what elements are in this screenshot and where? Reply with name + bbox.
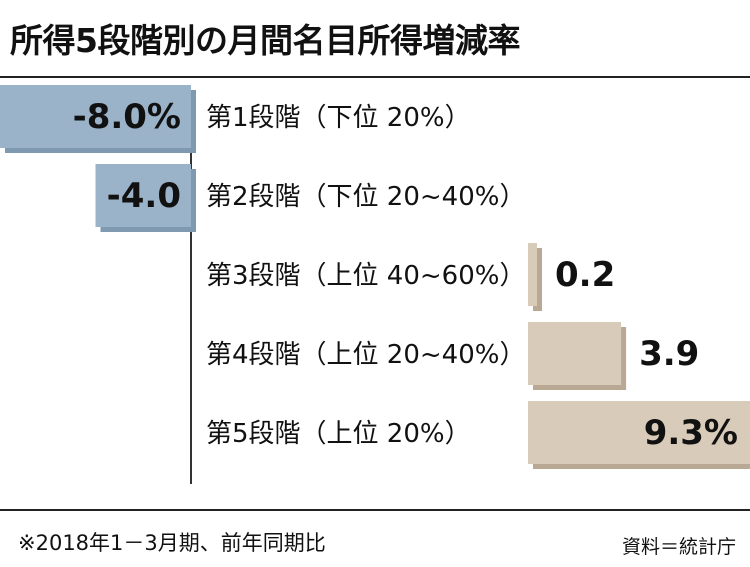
bar [528,401,750,464]
bar [0,85,191,148]
footnote: ※2018年1－3月期、前年同期比 [18,531,326,555]
bar-shadow [533,248,542,311]
category-label: 第4段階（上位 20~40%） [206,340,525,370]
category-label: 第3段階（上位 40~60%） [206,261,525,291]
bottom-rule [0,509,750,511]
value-label: -8.0% [73,97,181,137]
category-label: 第1段階（下位 20%） [206,103,471,133]
value-label: -4.0 [107,176,181,216]
value-label: 0.2 [555,255,615,295]
value-label: 9.3% [644,413,738,453]
category-label: 第2段階（下位 20~40%） [206,182,525,212]
bar [95,164,191,227]
bar [528,322,622,385]
value-label: 3.9 [639,334,699,374]
chart-title: 所得5段階別の月間名目所得増減率 [10,21,520,60]
bar [528,243,537,306]
category-label: 第5段階（上位 20%） [206,419,471,449]
source-note: 資料＝統計庁 [621,536,736,558]
top-rule [0,76,750,78]
